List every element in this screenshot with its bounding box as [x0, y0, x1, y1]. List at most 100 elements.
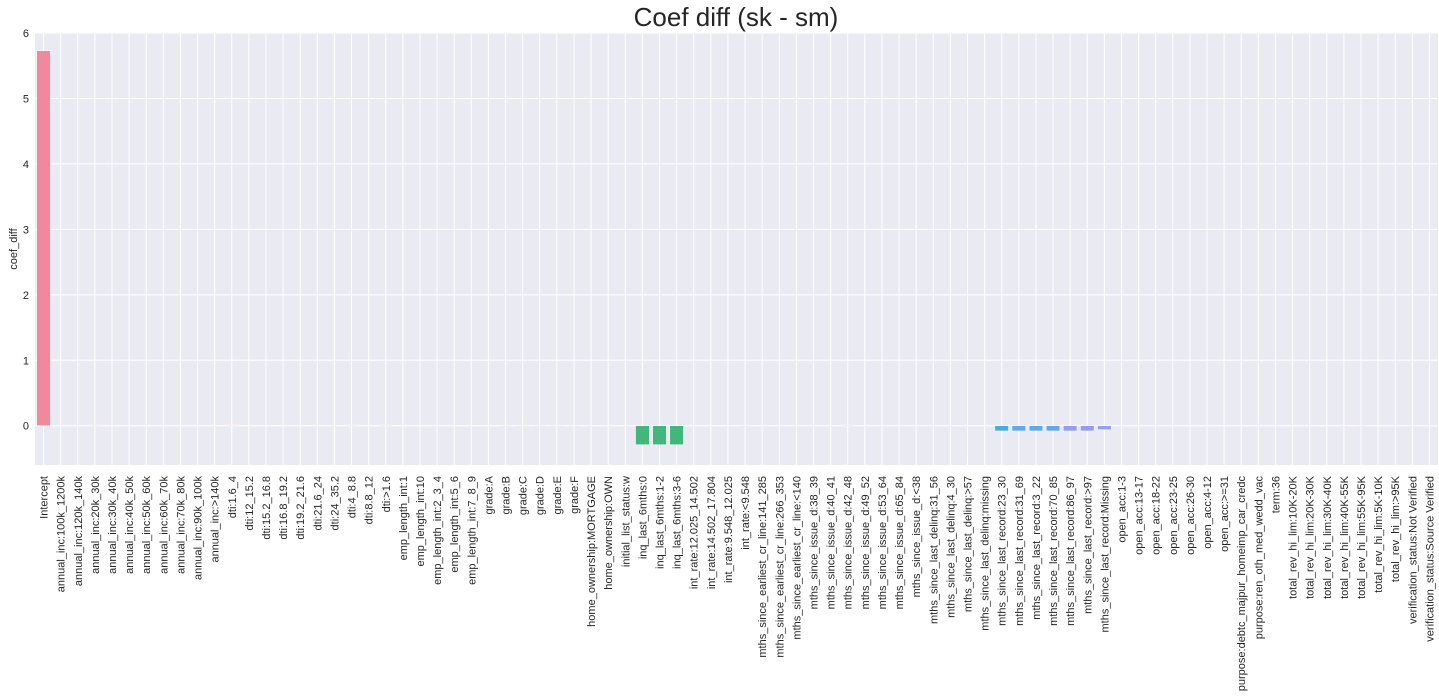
bar [1422, 425, 1437, 427]
x-tick-label: total_rev_hi_lim:40K-55K [1339, 475, 1351, 599]
x-tick-label: int_rate:<9.548 [740, 476, 752, 550]
bar [1353, 425, 1369, 427]
bar [70, 425, 85, 427]
bar [156, 425, 171, 427]
bar [652, 425, 667, 445]
x-tick-label: dti:16.8_19.2 [278, 476, 290, 540]
bar [926, 425, 941, 427]
x-tick-label: annual_inc:100k_1200k [56, 476, 68, 593]
x-tick-label: grade:E [552, 476, 564, 515]
bar [190, 425, 205, 427]
x-tick-label: int_rate:12.025_14.502 [689, 476, 701, 589]
bar [720, 425, 736, 427]
bar [1097, 425, 1112, 430]
bar [618, 425, 633, 427]
x-tick-label: annual_inc:50k_60k [141, 476, 153, 574]
y-tick-label: 6 [23, 28, 29, 40]
x-tick-label: dti:4_8.8 [347, 476, 359, 518]
x-tick-label: annual_inc:20k_30k [90, 476, 102, 574]
x-tick-label: open_acc:>=31 [1219, 476, 1231, 552]
x-tick-label: mths_since_issue_d:42_48 [843, 476, 855, 609]
x-tick-label: annual_inc:40k_50k [124, 476, 136, 574]
y-tick-label: 2 [23, 290, 29, 302]
x-tick-label: mths_since_issue_d:<38 [911, 476, 923, 597]
bar [789, 425, 804, 427]
bar [1131, 425, 1146, 427]
bar [669, 425, 684, 445]
bar [1234, 425, 1249, 427]
x-tick-label: total_rev_hi_lim:>95K [1390, 475, 1402, 582]
x-tick-label: inq_last_6mths:3-6 [672, 476, 684, 569]
x-axis-ticks: Intercept annual_inc:100k_1200k annual_inc… [39, 475, 1437, 691]
plot-background [35, 33, 1438, 465]
x-tick-label: inq_last_6mths:1-2 [655, 476, 667, 569]
x-tick-label: mths_since_last_record:3_22 [1031, 476, 1043, 620]
x-tick-label: dti:8.8_12 [364, 476, 376, 524]
x-tick-label: mths_since_issue_d:65_84 [894, 476, 906, 609]
x-tick-label: emp_length_int:2_3_4 [432, 476, 444, 585]
x-tick-label: dti:24_35.2 [329, 476, 341, 530]
y-tick-label: 0 [23, 421, 29, 433]
x-tick-label: mths_since_issue_d:40_41 [826, 476, 838, 609]
bar [1251, 425, 1266, 427]
x-tick-label: initial_list_status:w [620, 476, 632, 567]
chart-title: Coef diff (sk - sm) [634, 2, 839, 32]
x-tick-label: term:36 [1270, 476, 1282, 513]
bar [703, 425, 718, 427]
bar [344, 424, 359, 426]
bar [1011, 425, 1026, 432]
x-tick-label: total_rev_hi_lim:55K-95K [1356, 475, 1368, 599]
bar [412, 425, 428, 427]
bar [293, 425, 308, 427]
bar [566, 425, 582, 427]
bar [857, 425, 872, 427]
bar [532, 425, 547, 427]
y-axis-ticks: 0 1 2 3 4 5 6 [23, 28, 29, 433]
bar [53, 425, 68, 427]
x-tick-label: annual_inc:>140k [210, 476, 222, 563]
bar [1165, 425, 1180, 427]
x-tick-label: grade:C [518, 476, 530, 515]
x-tick-label: grade:D [535, 476, 547, 515]
x-tick-label: mths_since_last_record:23_30 [997, 476, 1009, 626]
x-tick-label: annual_inc:60k_70k [158, 476, 170, 574]
y-tick-label: 3 [23, 224, 29, 236]
bar [874, 425, 890, 427]
bar [840, 424, 855, 426]
bar [1405, 425, 1420, 427]
y-tick-label: 5 [23, 93, 29, 105]
bar [241, 425, 256, 427]
bar [583, 425, 599, 427]
bar [87, 424, 102, 426]
x-tick-label: open_acc:1-3 [1116, 476, 1128, 543]
x-tick-label: mths_since_last_record:70_85 [1048, 476, 1060, 626]
x-tick-label: emp_length_int:1 [398, 476, 410, 560]
x-tick-label: emp_length_int:10 [415, 476, 427, 567]
bar [1268, 425, 1283, 427]
bar [327, 425, 342, 427]
x-tick-label: int_rate:9.548_12.025 [723, 476, 735, 583]
bar [960, 425, 975, 427]
bar [173, 425, 188, 427]
bar [36, 50, 51, 426]
bar [378, 424, 393, 426]
bar [224, 424, 239, 426]
bar [943, 425, 958, 427]
bar [1371, 425, 1386, 427]
x-tick-label: mths_since_issue_d:53_64 [877, 476, 889, 609]
bar [1114, 425, 1129, 427]
x-tick-label: mths_since_earliest_cr_line:<140 [791, 476, 803, 640]
bar [104, 425, 120, 427]
x-tick-label: total_rev_hi_lim:20K-30K [1305, 475, 1317, 599]
x-tick-label: mths_since_last_delinq:>57 [962, 476, 974, 612]
bar [447, 425, 462, 427]
x-tick-label: open_acc:13-17 [1134, 476, 1146, 555]
x-tick-label: purpose:debtc_majpur_homeimp_car_credc [1236, 476, 1248, 692]
y-tick-label: 1 [23, 355, 29, 367]
bar [258, 425, 274, 427]
x-tick-label: total_rev_hi_lim:30K-40K [1322, 475, 1334, 599]
bar [806, 425, 821, 427]
x-tick-label: home_ownership:OWN [603, 476, 615, 590]
x-tick-label: dti:19.2_21.6 [295, 476, 307, 540]
